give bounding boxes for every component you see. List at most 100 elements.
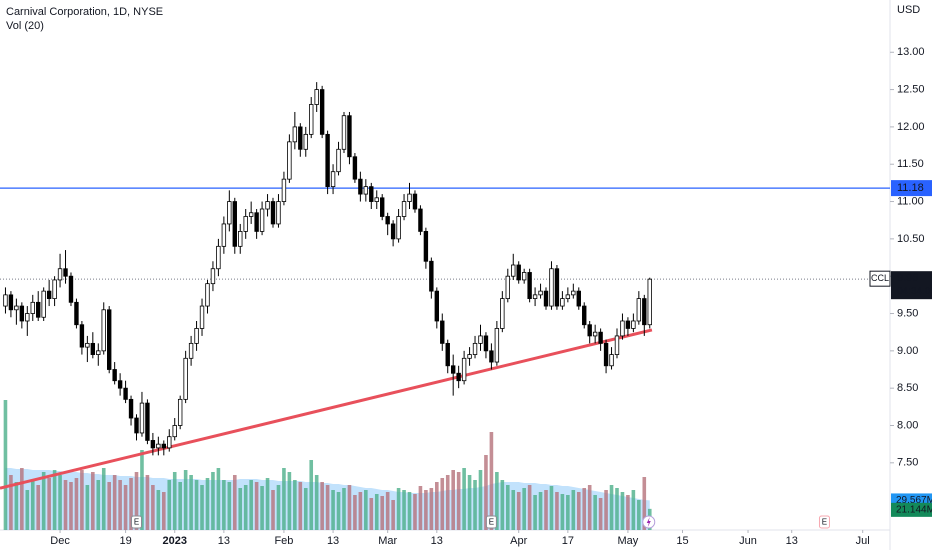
candle-body [79,324,85,348]
candle-body [516,264,521,281]
y-tick-label: 11.00 [897,195,924,207]
volume-label-bg [891,502,932,517]
candle-body [401,201,407,217]
candle-body [8,294,14,311]
candle-body [467,354,472,359]
volume-bar [260,486,264,530]
volume-bar [123,485,128,530]
volume-bar [20,468,24,530]
x-tick-label: Dec [50,535,70,547]
countdown: 04:34:05 [897,286,932,297]
volume-bar [85,485,90,530]
candle-body [319,89,325,135]
candle-body [112,369,117,382]
x-tick-label: 13 [218,535,230,547]
candle-body [390,223,396,240]
volume-bar [511,490,516,530]
candle-body [210,268,216,285]
candle-body [543,290,549,307]
y-tick-label: 12.00 [897,121,925,133]
volume-bar [91,472,95,530]
x-tick-label: 17 [562,535,574,547]
volume-bar [47,478,51,530]
candle-body [347,115,352,158]
x-tick-label: 13 [327,535,339,547]
volume-bar [293,480,297,530]
volume-bar [96,480,101,530]
candle-body [374,197,379,202]
volume-bar [162,492,166,530]
volume-bar [418,486,423,530]
volume-bar [576,492,581,530]
candle-body [139,402,145,434]
candle-body [309,104,314,135]
volume-bar [134,472,139,530]
volume-bar [52,470,57,530]
volume-bar [14,482,19,530]
volume-bar [533,495,537,530]
volume-bar [112,475,117,530]
volume-bar [522,488,526,530]
volume-bar [178,482,182,530]
candle-body [128,398,134,419]
y-tick-label: 12.50 [897,83,925,95]
candle-body [412,193,418,210]
volume-bar [484,455,488,530]
candle-body [527,272,532,299]
volume-bar [538,492,543,530]
volume-bar [243,485,248,530]
volume-bar [74,478,79,530]
candle-body [183,357,188,400]
volume-bar [516,492,521,530]
volume-bar [238,488,243,530]
volume-bar [107,482,112,530]
volume-bar [36,485,41,530]
volume-bar [347,485,352,530]
volume-bar [25,490,30,530]
x-tick-label: May [618,535,639,547]
candle-body [554,268,560,307]
hline-label-bg [891,180,932,197]
y-tick-label: 13.00 [897,46,925,58]
candle-body [216,245,221,270]
event-label: E [822,518,827,527]
candle-body [407,193,412,202]
volume-bar [495,472,499,530]
x-tick-label: Mar [378,535,397,547]
candle-body [254,212,259,232]
volume-bar [9,475,13,530]
volume-ma-label: 29.567M [896,495,932,506]
candle-body [314,89,319,105]
hline-label: 11.18 [897,182,924,194]
volume-bar [407,492,412,530]
chart-title: Carnival Corporation, 1D, NYSE [6,6,163,18]
candle-body [194,328,199,344]
candle-body [538,290,543,296]
candle-body [259,208,265,232]
volume-title: Vol (20) [6,20,44,32]
volume-bar [413,494,417,530]
event-marker [818,515,830,529]
candle-body [3,294,8,307]
candle-body [36,301,41,318]
dividend-icon [646,517,651,527]
volume-bar [145,475,150,530]
volume-bar [309,460,314,530]
candle-body [63,268,68,277]
volume-bar [598,498,603,530]
candle-body [46,290,52,299]
candle-body [549,268,554,307]
candle-body [292,126,298,143]
candle-body [298,126,303,150]
volume-bar [396,488,401,530]
volume-bar [615,488,619,530]
volume-bar [129,478,133,530]
volume-bar [374,494,379,530]
candle-body [571,290,576,296]
candle-body [19,305,25,322]
candle-body [521,272,527,281]
volume-bar [555,492,559,530]
candle-body [456,372,461,382]
candle-body [123,387,128,400]
